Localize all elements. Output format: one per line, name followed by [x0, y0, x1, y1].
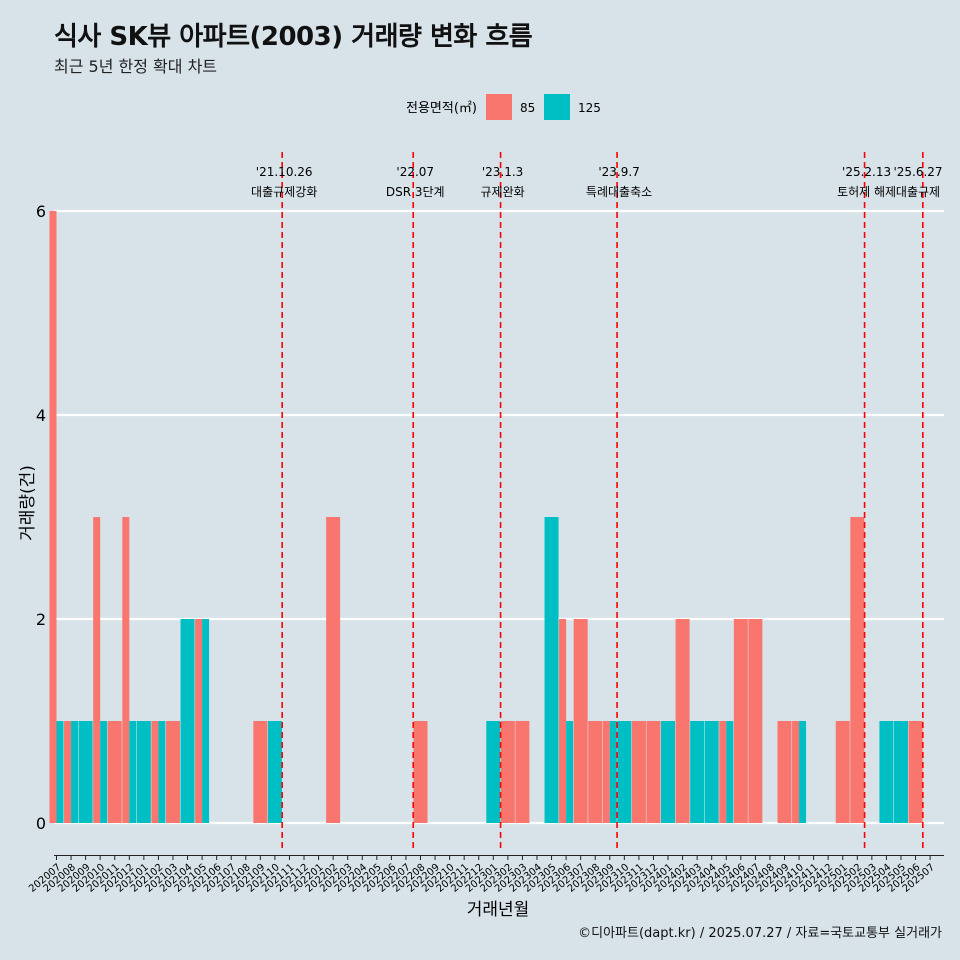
bar-125-202403 — [690, 721, 705, 823]
event-date-label: '23.1.3 — [482, 165, 523, 179]
bar-125-202110 — [267, 721, 282, 823]
bar-125-202101 — [136, 721, 151, 823]
bar-85-202012 — [122, 517, 130, 823]
bar-125-202010 — [100, 721, 108, 823]
y-tick-label: 6 — [36, 202, 46, 221]
bar-85-202405 — [719, 721, 727, 823]
bar-85-202308 — [588, 721, 603, 823]
bar-85-202008 — [64, 721, 72, 823]
x-axis: 2020072020082020092020102020112020122021… — [27, 855, 944, 895]
bar-125-202404 — [704, 721, 719, 823]
y-axis: 0 2 4 6 — [36, 202, 46, 833]
bar-85-202506 — [908, 721, 923, 823]
chart-title: 식사 SK뷰 아파트(2003) 거래량 변화 흐름 — [54, 22, 533, 52]
legend-title: 전용면적(㎡) — [406, 101, 477, 116]
event-date-label: '25.2.13 — [842, 165, 891, 179]
bar-85-202105 — [195, 619, 203, 823]
bar-85-202307 — [573, 619, 588, 823]
bar-125-202410 — [799, 721, 807, 823]
bar-125-202008 — [71, 721, 79, 823]
x-axis-title: 거래년월 — [467, 900, 530, 920]
legend-label-125: 125 — [578, 101, 601, 115]
y-axis-title: 거래량(건) — [18, 465, 38, 541]
bar-85-202409 — [777, 721, 792, 823]
bar-85-202306 — [559, 619, 567, 823]
legend-swatch-125 — [544, 94, 570, 120]
bar-85-202311 — [631, 721, 646, 823]
bar-85-202501 — [835, 721, 850, 823]
event-label: 대출규제 — [896, 185, 940, 199]
bar-125-202405 — [726, 721, 734, 823]
event-date-label: '25.6.27 — [893, 165, 942, 179]
event-date-label: '21.10.26 — [256, 165, 313, 179]
event-lines: '21.10.26 대출규제강화 '22.07 DSR 3단계 '23.1.3 규제완화 '… — [251, 152, 943, 850]
bar-85-202402 — [675, 619, 690, 823]
bar-125-202505 — [893, 721, 908, 823]
chart-subtitle: 최근 5년 한정 확대 차트 — [54, 57, 218, 76]
event-label: 대출규제강화 — [251, 185, 317, 199]
bars — [49, 211, 923, 823]
source-caption: ©디아파트(dapt.kr) / 2025.07.27 / 자료=국토교통부 실… — [578, 926, 942, 941]
y-tick-label: 2 — [36, 610, 46, 629]
bar-85-202303 — [515, 721, 530, 823]
event-label: 토허제 해제 — [837, 185, 896, 199]
bar-125-202105 — [202, 619, 210, 823]
bar-125-202401 — [661, 721, 676, 823]
event-date-label: '22.07 — [396, 165, 434, 179]
bar-85-202202 — [326, 517, 341, 823]
legend: 전용면적(㎡) 85 125 — [406, 94, 601, 120]
bar-85-202208 — [413, 721, 428, 823]
bar-125-202007 — [56, 721, 64, 823]
event-label: 특례대출축소 — [586, 185, 652, 199]
event-date-label: '23.9.7 — [598, 165, 639, 179]
bar-85-202007 — [49, 211, 57, 823]
bar-125-202504 — [879, 721, 894, 823]
bar-125-202310 — [617, 721, 632, 823]
bar-85-202502 — [850, 517, 865, 823]
legend-swatch-85 — [486, 94, 512, 120]
bar-85-202011 — [107, 721, 122, 823]
bar-125-202301 — [486, 721, 501, 823]
bar-85-202407 — [748, 619, 763, 823]
bar-85-202406 — [733, 619, 748, 823]
bar-125-202102 — [158, 721, 166, 823]
y-tick-label: 0 — [36, 814, 46, 833]
bar-125-202012 — [129, 721, 137, 823]
event-label: 규제완화 — [480, 185, 524, 199]
bar-125-202305 — [544, 517, 559, 823]
bar-125-202309 — [609, 721, 617, 823]
bar-85-202302 — [500, 721, 515, 823]
bar-85-202109 — [253, 721, 268, 823]
bar-85-202103 — [165, 721, 180, 823]
bar-85-202010 — [93, 517, 101, 823]
bar-125-202104 — [180, 619, 195, 823]
event-label: DSR 3단계 — [386, 185, 445, 199]
bar-125-202306 — [566, 721, 574, 823]
bar-85-202410 — [792, 721, 800, 823]
bar-85-202312 — [646, 721, 661, 823]
bar-125-202009 — [78, 721, 93, 823]
bar-85-202309 — [602, 721, 610, 823]
legend-label-85: 85 — [520, 101, 535, 115]
bar-85-202102 — [151, 721, 159, 823]
y-tick-label: 4 — [36, 406, 46, 425]
